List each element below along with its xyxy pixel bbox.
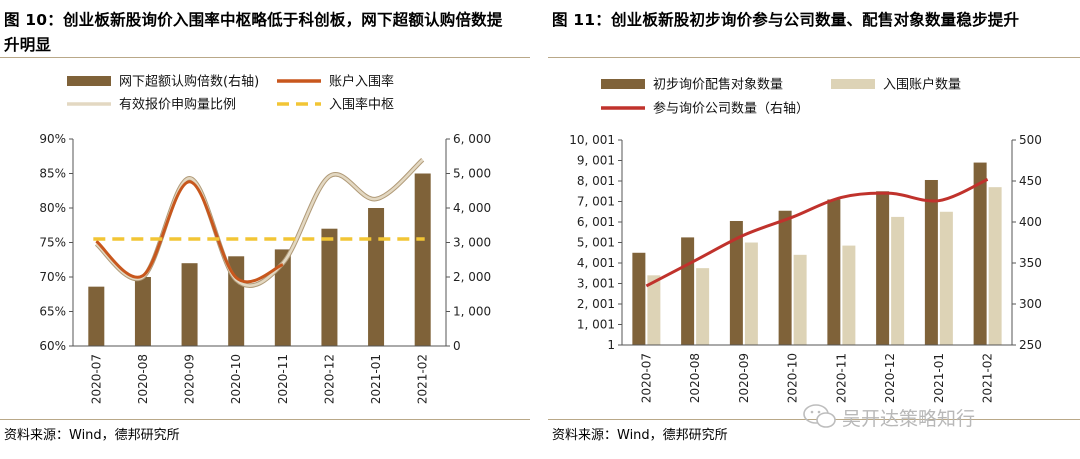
figure-11-title: 图 11：创业板新股初步询价参与公司数量、配售对象数量稳步提升 [552,11,1020,29]
right-tick-label: 1, 000 [453,305,491,319]
left-tick-label: 80% [39,201,66,215]
x-tick-label: 2020-11 [834,353,848,403]
legend-label: 入围率中枢 [329,97,394,113]
x-tick-label: 2020-11 [276,354,290,404]
x-tick-label: 2021-01 [369,354,383,404]
right-tick-label: 5, 000 [453,167,491,181]
x-tick-label: 2020-09 [183,354,197,404]
right-tick-label: 350 [1019,256,1042,270]
left-tick-label: 85% [39,167,66,181]
right-tick-label: 450 [1019,174,1042,188]
left-tick-label: 1 [607,338,615,352]
figure-11-top-rule [548,57,1080,58]
left-tick-label: 2, 001 [577,297,615,311]
x-tick-label: 2020-12 [322,354,336,404]
bar-entered-accounts [696,268,710,345]
bar-oversubscription [414,173,431,346]
figure-11-source: 资料来源：Wind，德邦研究所 [552,428,728,443]
figure-10-source: 资料来源：Wind，德邦研究所 [4,428,180,443]
legend-swatch-bar [601,79,645,89]
right-tick-label: 3, 000 [453,236,491,250]
bar-placement-objects [924,179,938,345]
x-tick-label: 2020-12 [883,353,897,403]
x-tick-label: 2021-02 [416,354,430,404]
left-tick-label: 65% [39,305,66,319]
left-tick-label: 1, 001 [577,318,615,332]
x-tick-label: 2020-08 [688,353,702,403]
bar-oversubscription [368,208,385,346]
bar-oversubscription [88,286,105,346]
figure-10-title: 图 10：创业板新股询价入围率中枢略低于科创板，网下超额认购倍数提升明显 [4,11,503,54]
series-account-entry-rate [95,180,284,284]
legend-swatch-bar [831,79,875,89]
x-tick-label: 2020-10 [229,354,243,404]
right-tick-label: 6, 000 [453,132,491,146]
x-tick-label: 2020-10 [786,353,800,403]
figure-10-bottom-rule [0,419,530,420]
x-tick-label: 2020-09 [737,353,751,403]
legend-label: 初步询价配售对象数量 [653,77,783,93]
bar-entered-accounts [842,245,856,345]
watermark-text: 吴开达策略知行 [842,408,976,430]
left-tick-label: 6, 001 [577,215,615,229]
bar-entered-accounts [744,242,758,345]
figure-10-top-rule [0,57,530,58]
bar-entered-accounts [647,275,661,345]
left-tick-label: 75% [39,236,66,250]
bar-oversubscription [321,228,338,346]
bar-oversubscription [274,249,291,346]
bar-entered-accounts [939,211,953,345]
left-tick-label: 7, 001 [577,195,615,209]
bar-placement-objects [632,252,646,345]
legend-swatch-bar [67,76,111,86]
bar-entered-accounts [988,187,1002,345]
left-tick-label: 90% [39,132,66,146]
right-tick-label: 400 [1019,215,1042,229]
figure-11-panel: 图 11：创业板新股初步询价参与公司数量、配售对象数量稳步提升 初步询价配售对象… [548,0,1080,459]
bar-placement-objects [973,162,987,345]
legend-label: 有效报价申购量比例 [119,97,236,113]
x-tick-label: 2021-02 [981,353,995,403]
right-tick-label: 300 [1019,297,1042,311]
figure-11-bottom-rule [548,419,1080,420]
right-tick-label: 2, 000 [453,270,491,284]
left-tick-label: 9, 001 [577,154,615,168]
x-tick-label: 2020-07 [639,353,653,403]
bar-placement-objects [778,210,792,345]
left-tick-label: 60% [39,339,66,353]
right-tick-label: 0 [453,339,461,353]
left-tick-label: 3, 001 [577,277,615,291]
x-tick-label: 2020-08 [136,354,150,404]
bar-entered-accounts [891,216,905,345]
bar-oversubscription [134,277,151,346]
right-tick-label: 250 [1019,338,1042,352]
legend-label: 账户入围率 [329,74,394,90]
right-tick-label: 4, 000 [453,201,491,215]
legend-label: 参与询价公司数量（右轴） [653,101,809,117]
bar-placement-objects [681,237,695,345]
x-tick-label: 2020-07 [89,354,103,404]
legend-label: 入围账户数量 [883,77,961,93]
bar-placement-objects [876,191,890,345]
bar-oversubscription [181,263,198,346]
left-tick-label: 70% [39,270,66,284]
legend-label: 网下超额认购倍数(右轴) [119,74,259,90]
left-tick-label: 8, 001 [577,174,615,188]
left-tick-label: 4, 001 [577,256,615,270]
bar-entered-accounts [793,254,807,345]
right-tick-label: 500 [1019,133,1042,147]
series-participating-companies [645,177,989,288]
watermark: 吴开达策略知行 [802,402,1072,430]
bar-placement-objects [827,199,841,345]
figure-10-panel: 图 10：创业板新股询价入围率中枢略低于科创板，网下超额认购倍数提升明显 网下超… [0,0,530,459]
left-tick-label: 10, 001 [569,133,615,147]
left-tick-label: 5, 001 [577,236,615,250]
x-tick-label: 2021-01 [932,353,946,403]
bar-placement-objects [729,220,743,345]
wechat-icon [803,404,836,428]
